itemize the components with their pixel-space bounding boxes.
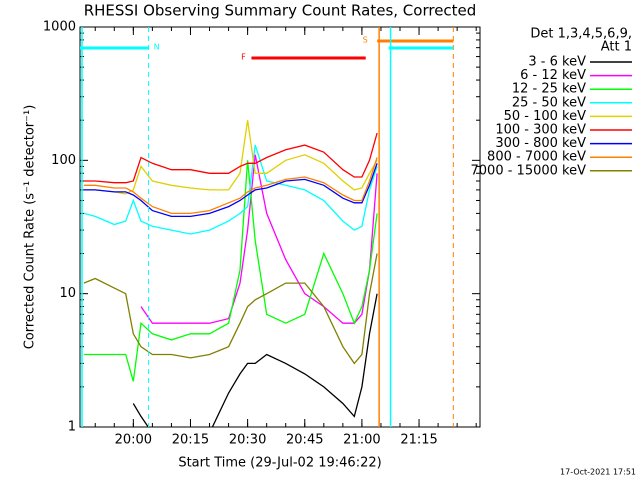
legend-label: 6 - 12 keV xyxy=(520,68,586,83)
legend-label: 100 - 300 keV xyxy=(495,123,586,138)
footer: 17-Oct-2021 17:51 xyxy=(560,468,636,477)
y-axis-label: Corrected Count Rate (s⁻¹ detector⁻¹) xyxy=(23,105,38,350)
y-tick-label: 1 xyxy=(68,420,76,435)
chart-title: RHESSI Observing Summary Count Rates, Co… xyxy=(84,2,477,20)
legend-header: Att 1 xyxy=(601,40,632,55)
legend-label: 3 - 6 keV xyxy=(528,55,586,70)
x-tick-label: 20:45 xyxy=(286,433,323,448)
legend-label: 800 - 7000 keV xyxy=(487,150,586,165)
x-tick-label: 20:30 xyxy=(229,433,266,448)
series-line xyxy=(83,144,378,235)
x-tick-label: 21:00 xyxy=(343,433,380,448)
legend-label: 7000 - 15000 keV xyxy=(471,163,587,178)
series-line xyxy=(83,157,378,215)
y-tick-label: 100 xyxy=(51,153,76,168)
legend-label: 12 - 25 keV xyxy=(512,82,586,97)
series-line xyxy=(83,132,378,184)
legend-label: 300 - 800 keV xyxy=(495,136,586,151)
flag-label: F xyxy=(241,53,246,62)
x-tick-label: 20:00 xyxy=(115,433,152,448)
plot-area xyxy=(83,120,378,427)
legend-label: 25 - 50 keV xyxy=(512,95,586,110)
x-tick-label: 20:15 xyxy=(172,433,209,448)
legend-label: 50 - 100 keV xyxy=(504,109,587,124)
y-tick-label: 10 xyxy=(59,286,76,301)
plot-frame xyxy=(79,26,481,428)
legend-header: Det 1,3,4,5,6,9, xyxy=(530,27,632,42)
series-line xyxy=(83,160,378,382)
flag-label: S xyxy=(363,36,368,45)
flag-label: N xyxy=(154,43,160,52)
x-tick-label: 21:15 xyxy=(400,433,437,448)
series-line xyxy=(83,253,378,365)
y-tick-label: 1000 xyxy=(43,20,76,35)
x-axis-label: Start Time (29-Jul-02 19:46:22) xyxy=(178,456,381,471)
series-line xyxy=(83,163,378,218)
series-line xyxy=(132,293,378,427)
